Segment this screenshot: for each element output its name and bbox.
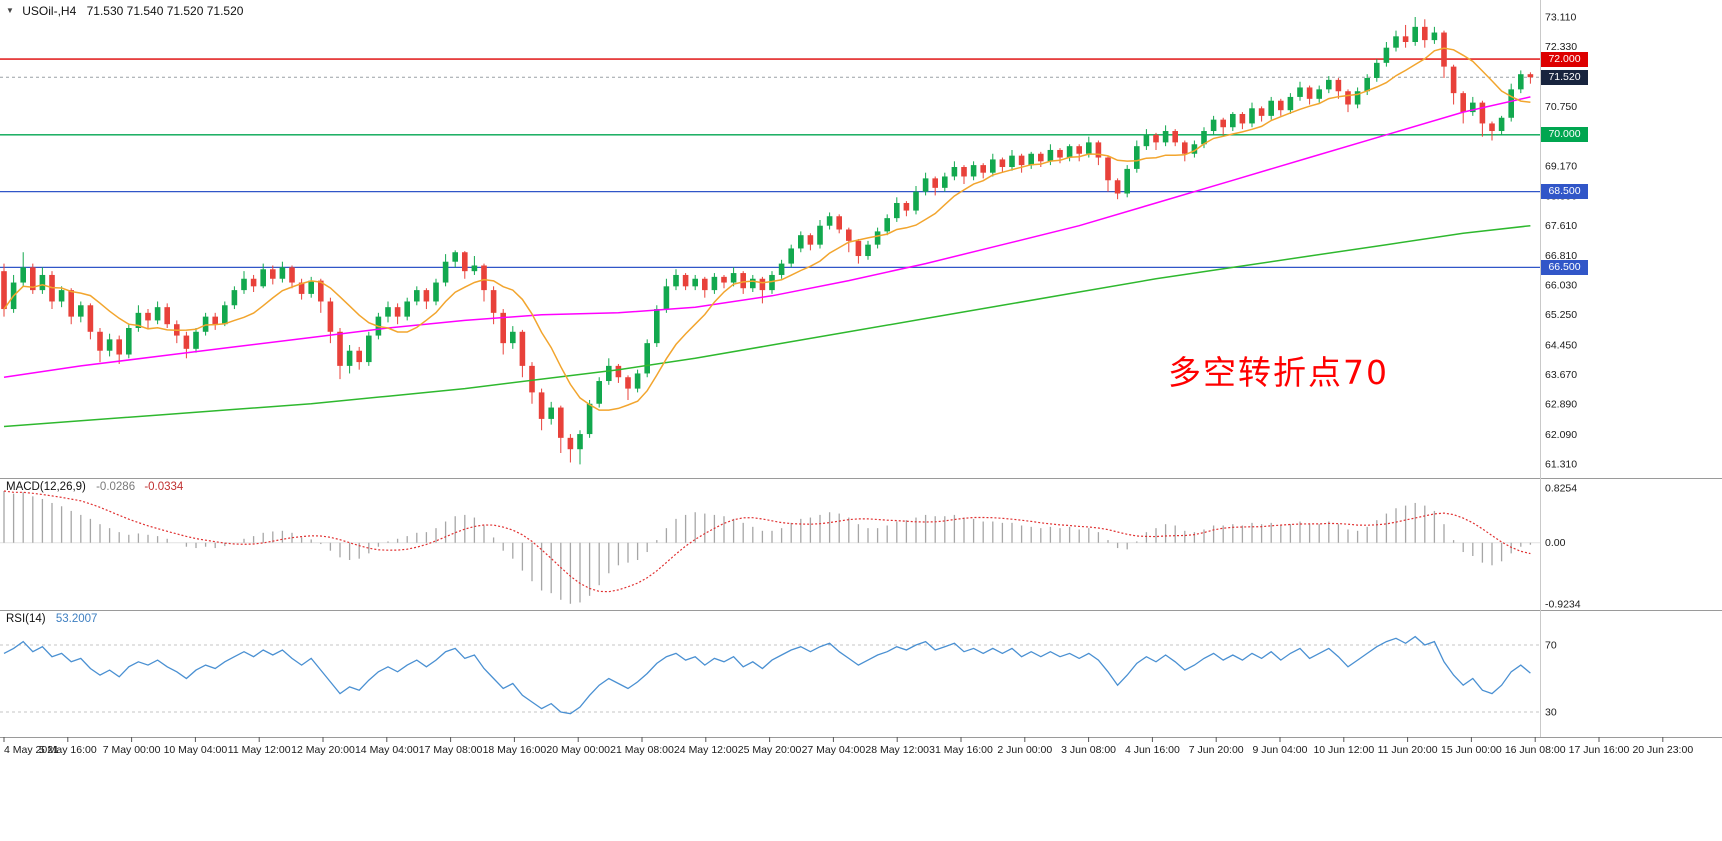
macd-panel: 0.8254 0.00 -0.9234	[0, 483, 1581, 610]
svg-text:17 Jun 16:00: 17 Jun 16:00	[1569, 744, 1630, 756]
svg-text:62.090: 62.090	[1545, 429, 1577, 441]
svg-text:62.890: 62.890	[1545, 399, 1577, 411]
svg-text:70: 70	[1545, 640, 1557, 652]
svg-text:4 May 2021: 4 May 2021	[4, 744, 59, 756]
svg-text:-0.9234: -0.9234	[1545, 598, 1581, 610]
rsi-name-label: RSI(14)	[6, 613, 46, 625]
svg-text:12 May 20:00: 12 May 20:00	[291, 744, 355, 756]
svg-text:11 May 12:00: 11 May 12:00	[228, 744, 291, 756]
svg-text:9 Jun 04:00: 9 Jun 04:00	[1253, 744, 1308, 756]
svg-text:63.670: 63.670	[1545, 369, 1577, 381]
svg-text:10 Jun 12:00: 10 Jun 12:00	[1313, 744, 1374, 756]
svg-text:69.170: 69.170	[1545, 161, 1577, 173]
annotation-text: 多空转折点70	[1168, 353, 1389, 392]
rsi-panel: 70 30	[0, 635, 1557, 719]
svg-text:73.110: 73.110	[1545, 12, 1576, 24]
svg-text:31 May 16:00: 31 May 16:00	[929, 744, 993, 756]
svg-text:72.330: 72.330	[1545, 41, 1577, 53]
macd-signal-value: -0.0334	[144, 481, 184, 493]
svg-text:28 May 12:00: 28 May 12:00	[865, 744, 929, 756]
svg-text:64.450: 64.450	[1545, 340, 1577, 352]
svg-text:20 May 00:00: 20 May 00:00	[546, 744, 610, 756]
panel-dividers	[0, 0, 1722, 738]
svg-text:16 Jun 08:00: 16 Jun 08:00	[1505, 744, 1566, 756]
macd-indicator-label: MACD(12,26,9) -0.0286 -0.0334	[6, 481, 183, 493]
macd-main-value: -0.0286	[96, 481, 136, 493]
svg-text:0.8254: 0.8254	[1545, 483, 1577, 495]
macd-name-label: MACD(12,26,9)	[6, 481, 86, 493]
svg-text:20 Jun 23:00: 20 Jun 23:00	[1632, 744, 1693, 756]
svg-text:70.750: 70.750	[1545, 101, 1577, 113]
svg-text:0.00: 0.00	[1545, 537, 1566, 549]
svg-text:7 Jun 20:00: 7 Jun 20:00	[1189, 744, 1244, 756]
svg-text:17 May 08:00: 17 May 08:00	[419, 744, 483, 756]
svg-text:65.250: 65.250	[1545, 309, 1577, 321]
price-level-badge-66.500[interactable]: 66.500	[1541, 259, 1588, 275]
svg-text:67.610: 67.610	[1545, 220, 1577, 232]
chart-header: ▼ USOil-,H4 71.530 71.540 71.520 71.520	[6, 4, 243, 18]
svg-text:5 May 16:00: 5 May 16:00	[39, 744, 97, 756]
svg-text:27 May 04:00: 27 May 04:00	[802, 744, 866, 756]
moving-averages-layer	[3, 47, 1531, 428]
rsi-value: 53.2007	[55, 613, 98, 625]
ohlc-quotes-label: 71.530 71.540 71.520 71.520	[86, 4, 244, 18]
svg-text:66.810: 66.810	[1545, 250, 1577, 262]
svg-text:11 Jun 20:00: 11 Jun 20:00	[1378, 744, 1438, 756]
svg-text:61.310: 61.310	[1545, 458, 1577, 470]
svg-text:18 May 16:00: 18 May 16:00	[483, 744, 547, 756]
svg-text:15 Jun 00:00: 15 Jun 00:00	[1441, 744, 1502, 756]
candles-layer	[1, 17, 1534, 465]
rsi-indicator-label: RSI(14) 53.2007	[6, 613, 97, 625]
svg-text:14 May 04:00: 14 May 04:00	[355, 744, 419, 756]
price-hlines-layer[interactable]	[0, 58, 1540, 269]
svg-text:21 May 08:00: 21 May 08:00	[610, 744, 674, 756]
svg-text:3 Jun 08:00: 3 Jun 08:00	[1061, 744, 1116, 756]
svg-text:30: 30	[1545, 707, 1557, 719]
current-price-badge[interactable]: 71.520	[1541, 69, 1588, 85]
price-level-badge-70.000[interactable]: 70.000	[1541, 127, 1588, 143]
svg-text:24 May 12:00: 24 May 12:00	[674, 744, 738, 756]
svg-text:66.030: 66.030	[1545, 280, 1577, 292]
svg-text:10 May 04:00: 10 May 04:00	[164, 744, 228, 756]
symbol-timeframe-label: USOil-,H4	[22, 4, 77, 18]
price-level-badge-72.000[interactable]: 72.000	[1541, 51, 1588, 67]
svg-text:2 Jun 00:00: 2 Jun 00:00	[997, 744, 1052, 756]
svg-text:4 Jun 16:00: 4 Jun 16:00	[1125, 744, 1180, 756]
collapse-triangle-icon[interactable]: ▼	[6, 6, 14, 15]
svg-text:25 May 20:00: 25 May 20:00	[738, 744, 802, 756]
svg-text:7 May 00:00: 7 May 00:00	[103, 744, 161, 756]
price-level-badge-68.500[interactable]: 68.500	[1541, 184, 1588, 200]
